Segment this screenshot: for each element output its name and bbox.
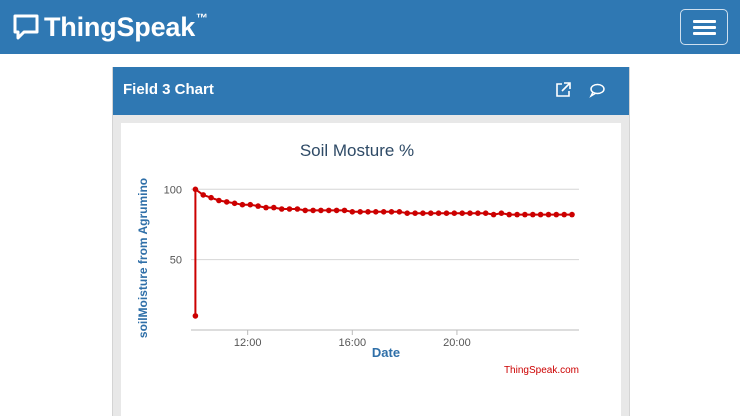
data-point [231,200,238,207]
data-point [302,207,308,214]
data-point [365,209,371,215]
external-link-icon[interactable] [554,81,572,99]
data-point [475,210,481,216]
data-point [451,210,458,216]
hamburger-menu-icon-bar-middle [693,26,716,29]
data-point [278,206,285,212]
x-tick-label: 12:00 [234,337,262,349]
chart-title: Soil Mosture % [300,141,414,160]
data-point [223,199,230,205]
data-point [553,211,560,218]
data-point [294,206,301,212]
panel-title: Field 3 Chart [123,81,214,98]
chart-panel: Field 3 Chart Soil Mosture % soilMoistur… [112,67,630,416]
data-point [412,210,418,216]
data-point [522,211,528,218]
data-point [239,201,246,208]
brand-logo[interactable]: ThingSpeak ™ [12,10,208,44]
data-point [192,313,199,319]
data-point [216,197,222,204]
data-point [428,210,434,216]
data-point [420,210,426,216]
data-point [333,207,340,214]
data-point [530,211,536,218]
hamburger-menu-icon-bar-bottom [693,32,716,35]
data-point [357,209,363,215]
y-tick-label: 100 [164,184,182,196]
data-point [506,211,512,218]
data-point [459,210,466,216]
hamburger-menu-button[interactable] [680,9,728,45]
x-tick-label: 20:00 [443,337,471,349]
brand-name: ThingSpeak [44,11,196,42]
data-point [467,210,473,216]
data-point [326,207,332,214]
data-point [263,204,269,211]
data-point [514,211,520,218]
data-point [341,207,348,214]
data-point [569,211,575,218]
top-navbar: ThingSpeak ™ [0,0,740,54]
data-point [404,210,411,216]
hamburger-menu-icon [693,20,716,23]
data-point [349,209,356,215]
data-point [255,203,261,209]
data-point [373,209,379,215]
panel-header: Field 3 Chart [113,67,629,115]
chart-area: Soil Mosture % soilMoisture from Agrumin… [121,123,621,416]
speech-bubble-icon [13,14,39,40]
data-point [380,209,387,215]
data-point [561,211,567,218]
data-point [537,211,544,218]
data-point [200,192,206,198]
data-point [271,204,277,211]
data-point [192,186,199,193]
data-point [482,210,489,216]
data-point [310,207,316,214]
data-point [396,209,403,215]
brand-trademark: ™ [196,11,209,25]
data-point [247,201,254,208]
data-point [443,210,450,216]
y-tick-label: 50 [170,255,182,267]
chart-credit[interactable]: ThingSpeak.com [504,365,579,376]
data-point [318,207,324,214]
y-axis-label: soilMoisture from Agrumino [136,178,150,338]
comment-icon[interactable] [588,81,606,99]
data-point [388,209,395,215]
data-point [286,206,293,212]
data-point [208,194,214,201]
data-point [435,210,442,216]
series-line [194,188,572,316]
x-axis-label: Date [372,345,400,360]
data-point [545,211,552,218]
data-point [490,211,497,218]
x-tick-label: 16:00 [339,337,367,349]
data-point [498,210,505,216]
line-chart: Soil Mosture % soilMoisture from Agrumin… [136,141,579,376]
